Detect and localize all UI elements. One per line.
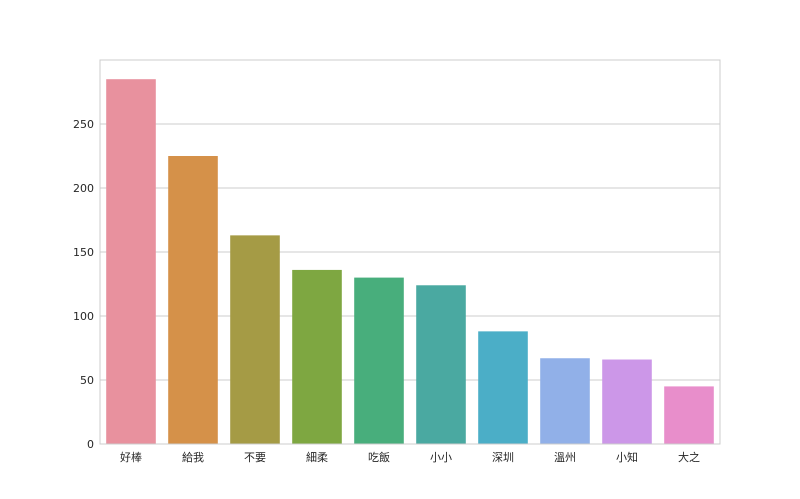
bar-1 (106, 79, 156, 444)
x-tick-label: 大之 (678, 450, 700, 464)
y-tick-label: 100 (73, 310, 94, 323)
y-tick-label: 50 (80, 374, 94, 387)
y-tick-label: 200 (73, 182, 94, 195)
bar-5 (354, 277, 404, 444)
x-tick-label: 小知 (616, 450, 638, 464)
y-tick-label: 0 (87, 438, 94, 451)
x-tick-label: 不要 (244, 451, 266, 464)
x-tick-label: 細柔 (306, 451, 328, 464)
x-tick-label: 給我 (182, 450, 204, 464)
x-tick-label: 好棒 (120, 450, 142, 464)
y-tick-label: 250 (73, 118, 94, 131)
x-tick-label: 小小 (430, 451, 452, 464)
bar-6 (416, 285, 466, 444)
bar-9 (602, 359, 652, 444)
y-axis-ticks: 0 50 100 150 200 250 (73, 118, 94, 451)
x-tick-label: 吃飯 (368, 450, 390, 464)
x-tick-label: 溫州 (554, 450, 576, 464)
bar-2 (168, 156, 218, 444)
bar-3 (230, 235, 280, 444)
plot-frame (99, 59, 721, 445)
y-tick-label: 150 (73, 246, 94, 259)
bar-4 (292, 269, 342, 444)
bar-8 (540, 358, 590, 444)
x-tick-label: 深圳 (492, 451, 514, 464)
x-axis-ticks: 好棒 給我 不要 細柔 吃飯 小小 深圳 溫州 小知 大之 (120, 450, 700, 464)
bars (106, 79, 714, 444)
bar-7 (478, 331, 528, 444)
bar-10 (664, 386, 714, 444)
